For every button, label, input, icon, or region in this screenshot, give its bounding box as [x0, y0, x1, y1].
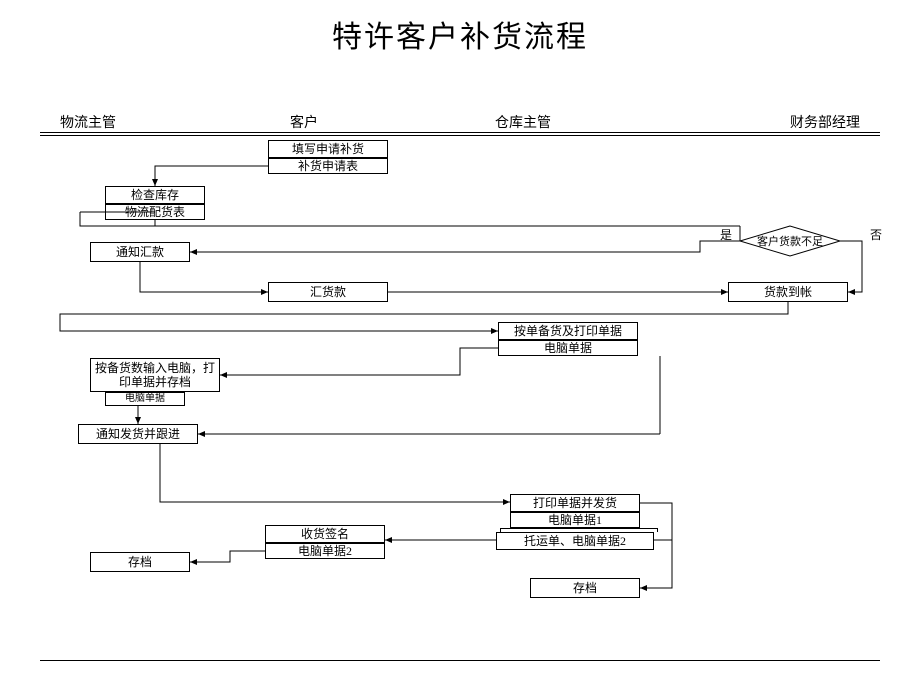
lane-logistics: 物流主管	[60, 112, 116, 132]
box-fill-request: 填写申请补货	[268, 140, 388, 158]
lane-customer: 客户	[290, 112, 318, 132]
box-request-form: 补货申请表	[268, 158, 388, 174]
connectors: 客户货款不足	[0, 0, 920, 690]
decision-text: 客户货款不足	[757, 234, 823, 248]
box-input-archive: 按备货数输入电脑，打印单据并存档	[90, 358, 220, 392]
box-notify-ship: 通知发货并跟进	[78, 424, 198, 444]
bottom-line	[40, 660, 880, 661]
box-check-stock: 检查库存	[105, 186, 205, 204]
box-waybill-stack	[500, 528, 658, 532]
box-print-ship: 打印单据并发货	[510, 494, 640, 512]
box-waybill: 托运单、电脑单据2	[496, 532, 654, 550]
box-notify-pay: 通知汇款	[90, 242, 190, 262]
label-yes: 是	[720, 226, 732, 243]
lane-separator-top2	[40, 135, 880, 136]
box-sign: 收货签名	[265, 525, 385, 543]
box-receipt1: 电脑单据1	[510, 512, 640, 528]
box-receipt: 电脑单据	[498, 340, 638, 356]
lane-warehouse: 仓库主管	[495, 112, 551, 132]
box-prepare-print: 按单备货及打印单据	[498, 322, 638, 340]
box-archive1: 存档	[90, 552, 190, 572]
label-no: 否	[870, 226, 882, 243]
lane-separator-top	[40, 132, 880, 133]
box-receipt-small: 电脑单据	[105, 392, 185, 406]
lane-finance: 财务部经理	[790, 112, 860, 132]
box-pay-arrive: 货款到帐	[728, 282, 848, 302]
box-transfer-pay: 汇货款	[268, 282, 388, 302]
box-receipt2: 电脑单据2	[265, 543, 385, 559]
box-logistics-sheet: 物流配货表	[105, 204, 205, 220]
page-title: 特许客户补货流程	[0, 0, 920, 56]
box-archive2: 存档	[530, 578, 640, 598]
